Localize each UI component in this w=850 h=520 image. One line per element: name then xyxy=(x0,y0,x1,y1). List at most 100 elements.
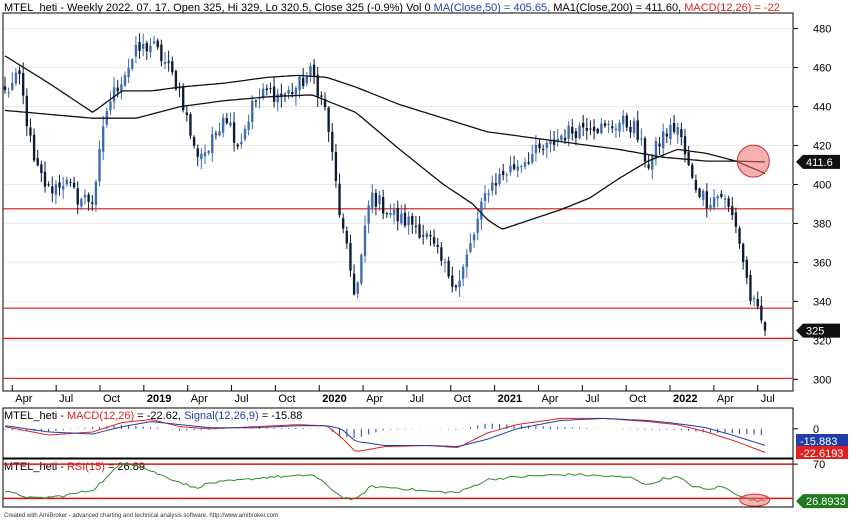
price-candle-body xyxy=(32,134,36,161)
price-candle-body xyxy=(331,131,334,152)
price-candle-body xyxy=(342,218,345,229)
price-grid xyxy=(5,28,793,380)
price-candle-body xyxy=(196,148,199,157)
price-candle-body xyxy=(276,93,279,103)
price-candle-body xyxy=(611,126,614,129)
price-candle-body xyxy=(574,131,578,139)
price-candle-body xyxy=(22,72,25,96)
macd-title: MTEL_heti - MACD(12,26) = -22.62, Signal… xyxy=(4,410,302,422)
price-candle-body xyxy=(429,234,432,237)
price-x-tick-label: Jul xyxy=(410,393,424,405)
price-candle-body xyxy=(396,207,399,222)
price-candle-body xyxy=(436,244,439,247)
price-candle-body xyxy=(251,100,254,123)
price-candle-body xyxy=(287,89,290,94)
price-candle-body xyxy=(411,215,414,225)
price-candle-body xyxy=(763,322,767,331)
price-candle-body xyxy=(352,273,356,295)
price-candle-body xyxy=(414,225,418,227)
price-highlight-circle xyxy=(736,144,770,178)
price-candle-body xyxy=(458,280,461,288)
price-candle-body xyxy=(494,182,498,186)
price-candle-body xyxy=(432,237,436,244)
price-candle-body xyxy=(316,74,319,97)
price-candle-body xyxy=(614,128,618,131)
macd-pane-frame xyxy=(2,407,794,459)
price-candle-body xyxy=(625,115,628,128)
price-candle-body xyxy=(29,127,32,136)
price-candle-body xyxy=(76,188,79,205)
price-x-tick-label: Jul xyxy=(761,393,775,405)
price-candle-body xyxy=(229,122,232,126)
price-candle-body xyxy=(560,135,563,141)
price-x-tick-label: Jul xyxy=(585,393,599,405)
price-candle-body xyxy=(265,88,268,90)
price-x-tick-label: Apr xyxy=(717,393,734,405)
price-candle-body xyxy=(760,305,763,321)
price-candle-body xyxy=(665,133,668,137)
price-candle-body xyxy=(272,86,276,102)
price-candle-body xyxy=(400,213,403,224)
price-candle-body xyxy=(687,152,690,165)
price-y-tick-label: 400 xyxy=(813,179,831,191)
price-candle-body xyxy=(142,43,145,49)
price-candle-body xyxy=(491,182,494,191)
price-title-ma50: MA(Close,50) = 405.65, xyxy=(434,2,550,14)
price-candle-body xyxy=(83,194,87,198)
price-candle-body xyxy=(462,266,465,279)
price-candle-body xyxy=(51,186,54,194)
price-candle-body xyxy=(98,148,101,182)
price-candle-body xyxy=(149,45,152,53)
price-candle-body xyxy=(694,180,698,190)
price-candle-body xyxy=(654,141,658,159)
price-candle-body xyxy=(294,88,298,97)
price-candle-body xyxy=(683,136,687,155)
price-candle-body xyxy=(709,204,712,209)
price-candle-body xyxy=(240,141,243,145)
price-candle-body xyxy=(731,206,734,216)
price-candle-body xyxy=(738,228,741,244)
price-candle-body xyxy=(502,171,505,175)
price-candle-body xyxy=(243,128,247,140)
price-candle-body xyxy=(480,201,483,220)
price-candle-body xyxy=(163,62,167,64)
macd-title-signal-value: = -15.88 xyxy=(259,410,303,422)
price-candle-body xyxy=(534,145,538,154)
price-candle-body xyxy=(662,131,665,149)
price-candle-body xyxy=(745,259,748,278)
price-candle-body xyxy=(54,184,58,195)
price-candle-body xyxy=(418,224,421,238)
price-candle-body xyxy=(3,86,7,91)
price-candle-body xyxy=(91,202,94,204)
price-candle-body xyxy=(483,193,487,201)
price-candle-body xyxy=(643,138,647,162)
price-candle-body xyxy=(465,254,468,268)
price-candle-body xyxy=(705,191,708,209)
price-candle-body xyxy=(356,282,359,294)
price-candle-body xyxy=(472,234,476,241)
ma-value-label-text: 411.6 xyxy=(806,157,833,169)
price-candle-body xyxy=(520,166,523,168)
price-x-tick-label: Apr xyxy=(366,393,383,405)
price-candle-body xyxy=(225,118,228,124)
price-candle-body xyxy=(371,192,374,208)
price-candle-body xyxy=(334,152,338,182)
macd-title-signal: Signal(12,26,9) xyxy=(184,410,259,422)
price-candle-body xyxy=(18,70,21,75)
price-candle-body xyxy=(647,164,650,169)
price-candle-body xyxy=(567,125,570,139)
price-y-tick-label: 320 xyxy=(813,335,831,347)
price-candle-body xyxy=(62,185,65,190)
price-candle-body xyxy=(14,72,18,84)
price-candle-body xyxy=(11,82,14,90)
price-candle-body xyxy=(207,151,210,153)
price-x-tick-label: 2019 xyxy=(147,393,171,405)
price-candle-body xyxy=(222,117,225,133)
price-candle-body xyxy=(658,143,661,147)
price-candle-body xyxy=(360,254,363,284)
price-candle-body xyxy=(582,122,585,128)
price-candle-body xyxy=(127,67,130,78)
price-candle-body xyxy=(531,154,534,163)
price-title: MTEL_heti - Weekly 2022. 07. 17. Open 32… xyxy=(4,2,780,14)
price-candle-body xyxy=(145,42,148,52)
